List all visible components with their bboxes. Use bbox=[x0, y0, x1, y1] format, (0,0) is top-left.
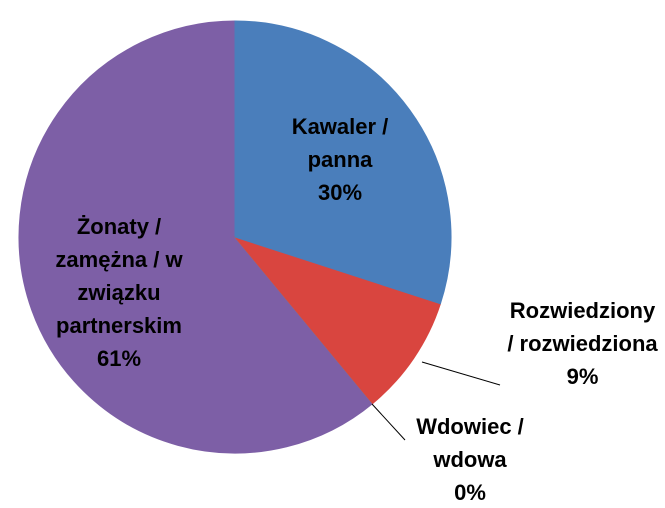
leader-line bbox=[371, 403, 406, 441]
pie-slice bbox=[233, 235, 442, 405]
slice-label: Kawaler / panna 30% bbox=[270, 110, 410, 209]
value-label: 30% bbox=[317, 180, 363, 205]
slice-label: Żonaty / zamężna / w związku partnerskim… bbox=[40, 210, 198, 375]
slice-label: Wdowiec / wdowa 0% bbox=[400, 410, 540, 508]
slice-label: Rozwiedziony / rozwiedziona 9% bbox=[505, 294, 660, 393]
leader-line bbox=[421, 361, 501, 386]
pie-slice bbox=[18, 20, 374, 454]
value-label: 61% bbox=[96, 346, 142, 371]
value-label: 0% bbox=[454, 480, 486, 505]
category-name: Kawaler / panna bbox=[291, 114, 389, 172]
value-label: 9% bbox=[566, 364, 599, 389]
category-name: Rozwiedziony / rozwiedziona bbox=[507, 298, 658, 356]
category-name: Żonaty / zamężna / w związku partnerskim bbox=[55, 214, 183, 338]
pie-slice bbox=[234, 20, 452, 305]
category-name: Wdowiec / wdowa bbox=[416, 414, 524, 472]
